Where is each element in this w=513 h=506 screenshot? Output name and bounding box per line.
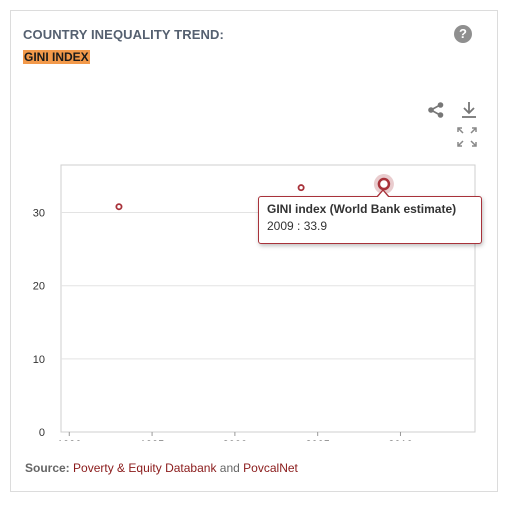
data-point <box>115 203 123 211</box>
source-link-povcalnet[interactable]: PovcalNet <box>243 461 298 475</box>
source-conjunction: and <box>219 461 240 475</box>
y-tick-label: 20 <box>33 281 45 293</box>
y-tick-label: 0 <box>39 427 45 439</box>
point-tooltip: GINI index (World Bank estimate) 2009 : … <box>258 189 482 244</box>
source-label: Source: <box>25 461 70 475</box>
data-point <box>297 184 305 192</box>
x-tick-label: 2010 <box>388 439 412 441</box>
chart-subtitle: GINI INDEX <box>23 50 90 64</box>
source-link-poverty-equity-databank[interactable]: Poverty & Equity Databank <box>73 461 217 475</box>
tooltip-series-name: GINI index (World Bank estimate) <box>267 202 457 216</box>
y-tick-label: 30 <box>33 208 45 220</box>
x-tick-label: 1990 <box>57 439 81 441</box>
download-icon[interactable] <box>460 101 478 119</box>
tooltip-value: 2009 : 33.9 <box>267 219 328 233</box>
y-tick-label: 10 <box>33 354 45 366</box>
x-tick-label: 2005 <box>305 439 329 441</box>
fullscreen-icon[interactable] <box>457 127 477 147</box>
x-tick-label: 1995 <box>140 439 164 441</box>
data-point <box>377 177 391 191</box>
x-tick-label: 2000 <box>223 439 247 441</box>
chart-title: COUNTRY INEQUALITY TREND: <box>23 27 224 42</box>
chart-card: COUNTRY INEQUALITY TREND: GINI INDEX ? <box>10 10 498 492</box>
source-line: Source: Poverty & Equity Databank and Po… <box>25 461 298 475</box>
help-icon[interactable]: ? <box>454 25 472 43</box>
share-icon[interactable] <box>427 101 445 119</box>
